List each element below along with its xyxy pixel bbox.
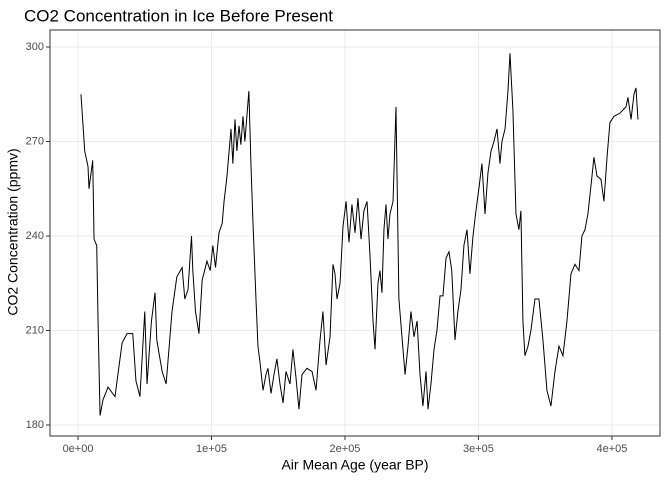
y-tick-label: 210 [26,324,44,336]
x-tick-label: 2e+05 [330,443,361,455]
x-tick-label: 1e+05 [196,443,227,455]
x-tick-label: 0e+00 [63,443,94,455]
chart-title: CO2 Concentration in Ice Before Present [24,6,333,25]
y-tick-label: 300 [26,41,44,53]
x-tick-label: 3e+05 [463,443,494,455]
data-line [80,53,639,416]
y-tick-label: 180 [26,419,44,431]
x-axis-label: Air Mean Age (year BP) [281,457,428,473]
y-tick-label: 240 [26,230,44,242]
y-axis-label: CO2 Concentration (ppmv) [5,148,21,315]
x-tick-label: 4e+05 [596,443,627,455]
y-tick-label: 270 [26,135,44,147]
panel-border [49,29,661,437]
